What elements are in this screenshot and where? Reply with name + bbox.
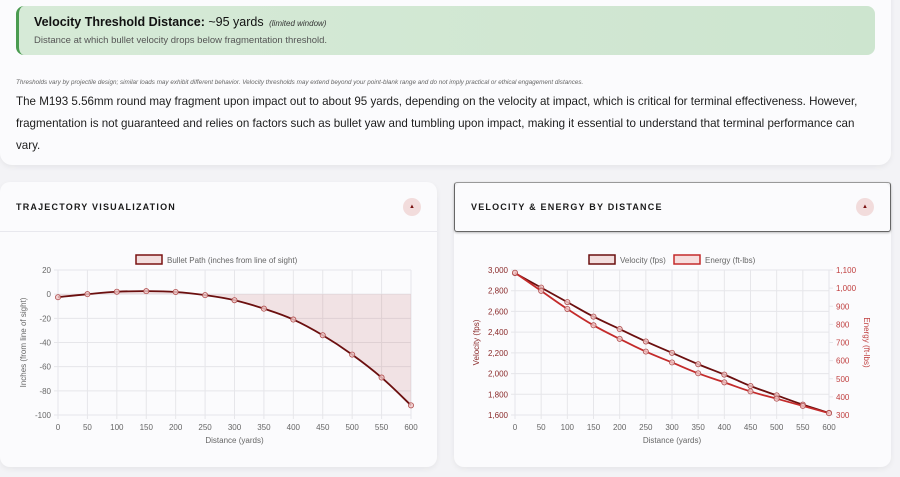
svg-text:450: 450	[316, 423, 330, 432]
svg-text:-40: -40	[39, 339, 51, 348]
svg-text:1,100: 1,100	[836, 266, 857, 275]
svg-text:200: 200	[613, 423, 627, 432]
velocity-card-title: VELOCITY & ENERGY BY DISTANCE	[471, 202, 663, 212]
svg-text:100: 100	[110, 423, 124, 432]
svg-text:Energy (ft-lbs): Energy (ft-lbs)	[862, 317, 871, 368]
svg-text:50: 50	[537, 423, 546, 432]
svg-text:0: 0	[513, 423, 518, 432]
svg-text:50: 50	[83, 423, 92, 432]
svg-text:2,600: 2,600	[488, 307, 509, 316]
svg-text:300: 300	[228, 423, 242, 432]
svg-text:350: 350	[691, 423, 705, 432]
svg-text:700: 700	[836, 339, 850, 348]
svg-text:1,600: 1,600	[488, 411, 509, 420]
svg-text:0: 0	[47, 290, 52, 299]
svg-text:20: 20	[42, 266, 51, 275]
svg-text:3,000: 3,000	[488, 266, 509, 275]
svg-text:-80: -80	[39, 387, 51, 396]
svg-text:Energy (ft-lbs): Energy (ft-lbs)	[705, 256, 756, 265]
svg-text:300: 300	[665, 423, 679, 432]
svg-text:250: 250	[639, 423, 653, 432]
description-paragraph: The M193 5.56mm round may fragment upon …	[16, 95, 858, 152]
svg-text:600: 600	[822, 423, 836, 432]
svg-text:Velocity (fps): Velocity (fps)	[620, 256, 666, 265]
threshold-summary-card: Velocity Threshold Distance: ~95 yards (…	[0, 0, 891, 165]
svg-text:Bullet Path (inches from line: Bullet Path (inches from line of sight)	[167, 256, 298, 265]
svg-text:250: 250	[198, 423, 212, 432]
svg-text:1,800: 1,800	[488, 390, 509, 399]
svg-text:0: 0	[56, 423, 61, 432]
svg-text:-60: -60	[39, 363, 51, 372]
svg-text:400: 400	[287, 423, 301, 432]
svg-text:-20: -20	[39, 314, 51, 323]
svg-text:550: 550	[796, 423, 810, 432]
disclaimer-text: Thresholds vary by projectile design; si…	[16, 79, 584, 86]
svg-text:Distance (yards): Distance (yards)	[205, 436, 264, 445]
svg-text:Distance (yards): Distance (yards)	[643, 436, 702, 445]
svg-text:550: 550	[375, 423, 389, 432]
threshold-note: (limited window)	[269, 19, 327, 28]
velocity-energy-card: VELOCITY & ENERGY BY DISTANCE ▲ 0 50 100 15…	[454, 182, 891, 467]
svg-text:Inches (from line of sight): Inches (from line of sight)	[19, 297, 28, 387]
svg-text:300: 300	[836, 411, 850, 420]
svg-text:900: 900	[836, 302, 850, 311]
svg-text:-100: -100	[35, 411, 52, 420]
trajectory-chart: 0 50 100 150 200 250 300 350 400 450 500 550 600200-…	[19, 254, 418, 445]
svg-text:500: 500	[836, 375, 850, 384]
svg-text:800: 800	[836, 320, 850, 329]
banner-label: Velocity Threshold Distance:	[34, 15, 205, 29]
svg-text:600: 600	[404, 423, 418, 432]
collapse-toggle-button[interactable]: ▲	[403, 197, 421, 216]
velocity-threshold-banner: Velocity Threshold Distance: ~95 yards (…	[16, 6, 875, 55]
trajectory-card: TRAJECTORY VISUALIZATION ▲ 0 50 100 150 200 2…	[0, 182, 437, 467]
velocity-card-header[interactable]: VELOCITY & ENERGY BY DISTANCE ▲	[454, 182, 891, 232]
svg-text:1,000: 1,000	[836, 284, 857, 293]
svg-text:500: 500	[345, 423, 359, 432]
chevron-up-icon: ▲	[409, 203, 415, 210]
chevron-up-icon: ▲	[862, 204, 868, 210]
svg-text:2,800: 2,800	[488, 287, 509, 296]
svg-text:150: 150	[140, 423, 154, 432]
trajectory-card-header[interactable]: TRAJECTORY VISUALIZATION ▲	[0, 182, 437, 232]
velocity-energy-chart: 0 50 100 150 200 250 300 350 400 450 500 550 600 3,00…	[472, 254, 871, 445]
svg-text:2,400: 2,400	[488, 328, 509, 337]
svg-text:100: 100	[561, 423, 575, 432]
svg-text:450: 450	[744, 423, 758, 432]
svg-text:400: 400	[718, 423, 732, 432]
svg-text:150: 150	[587, 423, 601, 432]
banner-title: Velocity Threshold Distance: ~95 yards (…	[34, 15, 860, 29]
banner-subtitle: Distance at which bullet velocity drops …	[34, 35, 328, 46]
svg-text:Velocity (fps): Velocity (fps)	[472, 319, 481, 365]
svg-text:350: 350	[257, 423, 271, 432]
svg-text:500: 500	[770, 423, 784, 432]
svg-text:600: 600	[836, 357, 850, 366]
svg-text:400: 400	[836, 393, 850, 402]
trajectory-card-title: TRAJECTORY VISUALIZATION	[16, 201, 176, 212]
svg-text:200: 200	[169, 423, 183, 432]
collapse-toggle-button[interactable]: ▲	[856, 198, 874, 216]
svg-text:2,000: 2,000	[488, 370, 509, 379]
threshold-value: ~95 yards	[208, 15, 264, 29]
svg-text:2,200: 2,200	[488, 349, 509, 358]
